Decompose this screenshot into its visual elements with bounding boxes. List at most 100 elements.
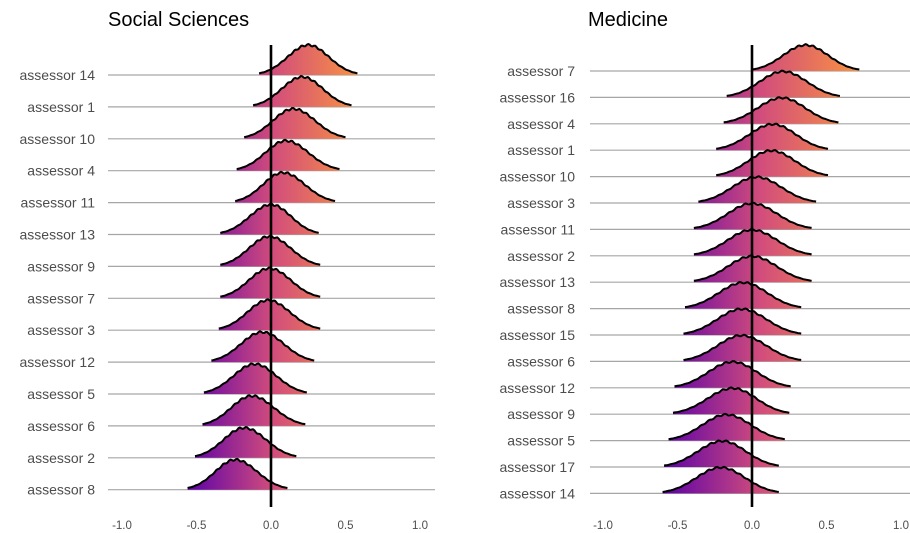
ridge-assessor-12 bbox=[590, 360, 910, 389]
density-outline bbox=[235, 170, 336, 202]
ridge-assessor-17 bbox=[590, 439, 910, 468]
y-label: assessor 16 bbox=[500, 89, 576, 105]
density-fill bbox=[726, 70, 840, 98]
density-outline bbox=[723, 96, 839, 124]
ridge-assessor-10 bbox=[590, 149, 910, 178]
density-outline bbox=[683, 307, 802, 335]
y-label: assessor 2 bbox=[27, 450, 95, 466]
density-fill bbox=[668, 413, 785, 441]
density-outline bbox=[663, 439, 779, 467]
panel-title: Social Sciences bbox=[108, 9, 249, 31]
y-label: assessor 7 bbox=[507, 63, 575, 79]
x-tick-label: -1.0 bbox=[593, 520, 613, 532]
x-tick-labels: -1.0 -0.5 0.0 0.5 1.0 bbox=[112, 520, 428, 532]
panel-title: Medicine bbox=[588, 9, 668, 31]
density-outline bbox=[243, 107, 346, 139]
ridge-assessor-4 bbox=[590, 96, 910, 125]
y-label: assessor 4 bbox=[27, 163, 95, 179]
y-label: assessor 3 bbox=[507, 195, 575, 211]
density-outline bbox=[716, 149, 829, 177]
x-tick-label: 0.5 bbox=[338, 520, 354, 532]
x-tick-label: -0.5 bbox=[668, 520, 688, 532]
ridge-assessor-13 bbox=[590, 254, 910, 283]
density-fill bbox=[685, 281, 802, 309]
density-fill bbox=[752, 44, 860, 71]
y-label: assessor 9 bbox=[507, 406, 575, 422]
density-outline bbox=[726, 69, 841, 97]
y-label: assessor 10 bbox=[500, 169, 576, 185]
density-outline bbox=[258, 43, 358, 75]
density-outline bbox=[252, 75, 352, 107]
density-fill bbox=[259, 44, 358, 75]
density-outline bbox=[684, 280, 802, 309]
density-fill bbox=[220, 203, 319, 235]
density-fill bbox=[244, 108, 346, 139]
y-label: assessor 14 bbox=[500, 485, 576, 501]
y-label: assessor 17 bbox=[500, 459, 576, 475]
ridge-assessor-14 bbox=[590, 465, 910, 494]
density-fill bbox=[683, 308, 802, 335]
density-outline bbox=[202, 394, 306, 426]
y-label: assessor 3 bbox=[27, 322, 95, 338]
x-tick-label: -1.0 bbox=[112, 520, 132, 532]
x-tick-label: 0.0 bbox=[744, 520, 760, 532]
density-fill bbox=[253, 76, 352, 107]
density-outline bbox=[203, 362, 307, 394]
y-tick-labels: assessor 7 assessor 16 assessor 4 assessor … bbox=[500, 63, 576, 501]
ridge-assessor-11 bbox=[590, 201, 910, 230]
x-tick-label: 0.0 bbox=[263, 520, 279, 532]
density-fill bbox=[187, 458, 288, 490]
density-fill bbox=[723, 97, 839, 124]
density-fill bbox=[218, 299, 321, 331]
density-outline bbox=[683, 333, 802, 361]
y-label: assessor 4 bbox=[507, 116, 575, 132]
ridge-assessor-1 bbox=[590, 122, 910, 151]
density-fill bbox=[674, 361, 791, 388]
y-label: assessor 1 bbox=[507, 142, 575, 158]
density-outline bbox=[236, 138, 340, 170]
density-fill bbox=[211, 331, 315, 363]
x-tick-label: 1.0 bbox=[412, 520, 428, 532]
y-label: assessor 6 bbox=[507, 353, 575, 369]
ridge-assessor-8 bbox=[590, 280, 910, 310]
density-outline bbox=[751, 43, 860, 71]
x-tick-label: 1.0 bbox=[893, 520, 909, 532]
ridge-assessor-3 bbox=[590, 175, 910, 204]
density-fill bbox=[662, 466, 779, 494]
y-label: assessor 10 bbox=[20, 131, 96, 147]
ridge-assessor-9 bbox=[590, 386, 910, 415]
density-fill bbox=[673, 387, 790, 415]
density-outline bbox=[716, 122, 829, 150]
y-label: assessor 13 bbox=[20, 227, 96, 243]
density-outline bbox=[220, 202, 319, 234]
ridge-assessor-7 bbox=[590, 43, 910, 72]
ridge-assessor-6 bbox=[590, 333, 910, 362]
x-tick-labels: -1.0 -0.5 0.0 0.5 1.0 bbox=[593, 520, 909, 532]
y-label: assessor 5 bbox=[507, 433, 575, 449]
density-fill bbox=[236, 139, 340, 171]
ridge-assessor-16 bbox=[590, 69, 910, 99]
density-fill bbox=[202, 395, 306, 426]
ridge-assessor-2 bbox=[590, 228, 910, 257]
y-label: assessor 13 bbox=[500, 274, 576, 290]
ridge-assessor-5 bbox=[590, 412, 910, 442]
x-tick-label: -0.5 bbox=[187, 520, 207, 532]
y-label: assessor 5 bbox=[27, 386, 95, 402]
density-fill bbox=[235, 171, 336, 203]
density-fill bbox=[716, 123, 828, 151]
density-fill bbox=[683, 334, 802, 362]
density-outline bbox=[218, 298, 321, 330]
y-label: assessor 6 bbox=[27, 418, 95, 434]
density-fill bbox=[195, 427, 297, 458]
ridge-group bbox=[590, 43, 910, 494]
density-fill bbox=[716, 150, 828, 177]
density-fill bbox=[664, 440, 779, 467]
y-label: assessor 15 bbox=[500, 327, 576, 343]
y-label: assessor 9 bbox=[27, 258, 95, 274]
density-fill bbox=[698, 176, 817, 203]
y-label: assessor 11 bbox=[21, 195, 96, 211]
y-label: assessor 8 bbox=[27, 482, 95, 498]
ridge-assessor-15 bbox=[590, 307, 910, 336]
